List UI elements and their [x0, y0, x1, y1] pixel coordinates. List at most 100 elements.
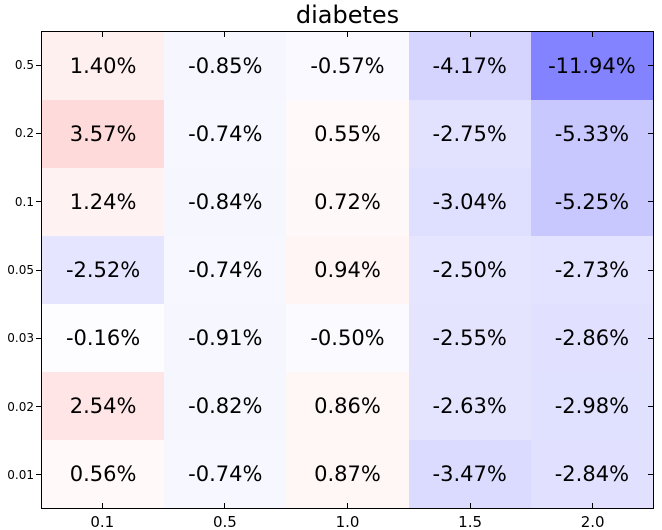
x-axis-tick-bottom: [592, 503, 594, 508]
x-axis-tick-label: 0.1: [90, 513, 115, 530]
heatmap-cell-r6-c3: -3.47%: [408, 440, 531, 508]
heatmap-cell-r3-c3: -2.50%: [408, 236, 531, 304]
cell-value-label: -0.74%: [188, 258, 263, 282]
y-axis-tick-label: 0.05: [7, 263, 34, 277]
cell-value-label: -2.73%: [554, 258, 630, 282]
heatmap-cell-r4-c3: -2.55%: [408, 304, 531, 372]
heatmap-cell-r5-c3: -2.63%: [408, 372, 531, 440]
y-axis-tick-right: [648, 269, 653, 271]
y-axis-tick-label: 0.2: [14, 126, 34, 141]
cell-value-label: -0.50%: [310, 326, 385, 350]
heatmap-cell-r0-c2: -0.57%: [286, 32, 409, 100]
cell-value-label: 1.40%: [69, 54, 137, 78]
heatmap-cell-r0-c4: -11.94%: [530, 32, 653, 100]
heatmap-cell-r0-c3: -4.17%: [408, 32, 531, 100]
y-axis-tick-left: [36, 474, 41, 476]
heatmap-cell-r6-c0: 0.56%: [42, 440, 165, 508]
heatmap-cell-r5-c1: -0.82%: [164, 372, 287, 440]
x-axis-tick-top: [224, 32, 226, 37]
heatmap-cell-r4-c2: -0.50%: [286, 304, 409, 372]
x-axis-tick-bottom: [469, 503, 471, 508]
cell-value-label: -2.86%: [554, 326, 630, 350]
heatmap-cell-r4-c4: -2.86%: [530, 304, 653, 372]
y-axis-tick-label: 0.1: [14, 194, 34, 209]
cell-value-label: -0.82%: [188, 394, 263, 418]
heatmap-cell-r0-c1: -0.85%: [164, 32, 287, 100]
heatmap-cell-r6-c4: -2.84%: [530, 440, 653, 508]
y-axis-tick-left: [36, 337, 41, 339]
y-axis-tick-label: 0.01: [7, 467, 34, 482]
cell-value-label: 0.86%: [314, 394, 381, 418]
x-axis-tick-label: 0.5: [212, 513, 237, 530]
cell-value-label: -0.57%: [310, 54, 385, 78]
heatmap-cell-r1-c1: -0.74%: [164, 100, 287, 168]
y-axis-tick-left: [36, 201, 41, 203]
x-axis-tick-top: [592, 32, 594, 37]
heatmap-cell-r4-c0: -0.16%: [42, 304, 165, 372]
y-axis-tick-left: [36, 406, 41, 408]
cell-value-label: -5.25%: [554, 190, 630, 214]
cell-value-label: -2.63%: [432, 394, 507, 418]
y-axis-tick-right: [648, 132, 653, 134]
cell-value-label: 0.56%: [69, 462, 137, 486]
x-axis-tick-top: [101, 32, 103, 37]
heatmap-cell-r5-c0: 2.54%: [42, 372, 165, 440]
chart-title: diabetes: [295, 1, 400, 29]
heatmap-grid: 1.40% -0.85% -0.57% -4.17% -11.94% 3.57% -0.74…: [42, 32, 653, 508]
x-axis-tick-top: [347, 32, 348, 37]
heatmap-cell-r3-c4: -2.73%: [530, 236, 653, 304]
y-axis-tick-right: [648, 64, 653, 66]
x-axis-tick-bottom: [101, 503, 103, 508]
cell-value-label: 3.57%: [69, 122, 137, 146]
cell-value-label: 0.72%: [314, 190, 381, 214]
cell-value-label: 1.24%: [69, 190, 137, 214]
heatmap-cell-r4-c1: -0.91%: [164, 304, 287, 372]
cell-value-label: -0.91%: [188, 326, 263, 350]
x-axis-tick-label: 2.0: [580, 513, 605, 530]
y-axis-tick-right: [648, 201, 653, 203]
cell-value-label: -0.85%: [188, 54, 263, 78]
heatmap-cell-r2-c0: 1.24%: [42, 168, 165, 236]
cell-value-label: -0.74%: [188, 462, 263, 486]
y-axis-tick-left: [36, 269, 41, 271]
cell-value-label: -3.04%: [432, 190, 507, 214]
heatmap-cell-r2-c3: -3.04%: [408, 168, 531, 236]
cell-value-label: -4.17%: [432, 54, 507, 78]
heatmap-cell-r3-c1: -0.74%: [164, 236, 287, 304]
x-axis-tick-label: 1.0: [335, 513, 360, 530]
y-axis-tick-left: [36, 64, 41, 66]
heatmap-cell-r5-c2: 0.86%: [286, 372, 409, 440]
y-axis-tick-right: [648, 474, 653, 476]
heatmap-cell-r5-c4: -2.98%: [530, 372, 653, 440]
x-axis-tick-bottom: [224, 503, 226, 508]
x-axis-tick-label: 1.5: [458, 513, 483, 530]
cell-value-label: -2.52%: [65, 258, 141, 282]
heatmap-cell-r1-c4: -5.33%: [530, 100, 653, 168]
cell-value-label: -2.75%: [432, 122, 507, 146]
heatmap-cell-r1-c3: -2.75%: [408, 100, 531, 168]
cell-value-label: -11.94%: [548, 54, 636, 78]
cell-value-label: -0.16%: [65, 326, 141, 350]
cell-value-label: -5.33%: [554, 122, 630, 146]
y-axis-tick-left: [36, 132, 41, 134]
heatmap-cell-r1-c0: 3.57%: [42, 100, 165, 168]
cell-value-label: 0.87%: [314, 462, 381, 486]
x-axis-tick-top: [469, 32, 471, 37]
heatmap-cell-r6-c1: -0.74%: [164, 440, 287, 508]
cell-value-label: -3.47%: [432, 462, 507, 486]
plot-area: 1.40% -0.85% -0.57% -4.17% -11.94% 3.57% -0.74…: [41, 31, 654, 509]
heatmap-cell-r1-c2: 0.55%: [286, 100, 409, 168]
heatmap-cell-r2-c4: -5.25%: [530, 168, 653, 236]
heatmap-cell-r6-c2: 0.87%: [286, 440, 409, 508]
y-axis-tick-right: [648, 406, 653, 408]
y-axis-tick-right: [648, 337, 653, 339]
y-axis-tick-label: 0.03: [7, 331, 34, 346]
y-axis-tick-label: 0.5: [14, 58, 34, 73]
x-axis-tick-bottom: [347, 503, 348, 508]
heatmap-cell-r3-c0: -2.52%: [42, 236, 165, 304]
cell-value-label: -0.84%: [188, 190, 263, 214]
cell-value-label: -2.50%: [432, 258, 507, 282]
heatmap-cell-r0-c0: 1.40%: [42, 32, 165, 100]
heatmap-cell-r2-c1: -0.84%: [164, 168, 287, 236]
